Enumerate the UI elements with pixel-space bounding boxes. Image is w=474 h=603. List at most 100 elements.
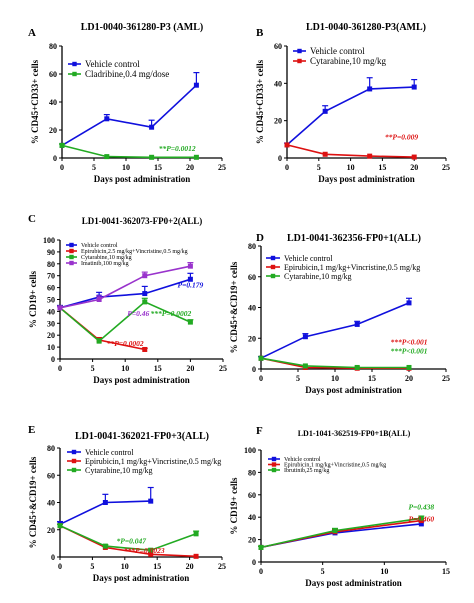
data-point bbox=[193, 553, 199, 559]
y-tick-label: 40 bbox=[47, 307, 55, 316]
legend-label: Vehicle control bbox=[85, 59, 140, 69]
panel-a: A LD1-0040-361280-P3 (AML) 0 20 40 60 80 0 5 10 15… bbox=[28, 22, 226, 184]
panel-letter: F bbox=[256, 425, 263, 437]
series-line bbox=[260, 357, 409, 369]
x-tick-label: 10 bbox=[380, 567, 388, 576]
legend-label: Vehicle control bbox=[81, 243, 118, 249]
panel-d: D LD1-0041-362356-FP0+1(ALL) 0 20 40 60 80 0 5 10… bbox=[229, 232, 450, 395]
y-tick-label: 60 bbox=[47, 284, 55, 293]
series-line bbox=[61, 84, 197, 147]
x-tick-label: 20 bbox=[186, 364, 194, 373]
y-tick-label: 0 bbox=[53, 154, 57, 163]
legend-swatch-marker bbox=[71, 458, 77, 464]
data-point bbox=[367, 153, 373, 159]
x-tick-label: 5 bbox=[296, 374, 300, 383]
data-point bbox=[406, 364, 412, 370]
data-point bbox=[411, 154, 417, 160]
x-tick-label: 15 bbox=[154, 364, 162, 373]
data-point bbox=[142, 346, 148, 352]
series-2 bbox=[258, 515, 425, 550]
x-tick-label: 15 bbox=[153, 562, 161, 571]
y-tick-label: 30 bbox=[47, 319, 55, 328]
y-tick-label: 20 bbox=[248, 536, 256, 545]
y-tick-label: 0 bbox=[252, 365, 256, 374]
y-tick-label: 80 bbox=[248, 468, 256, 477]
x-tick-label: 15 bbox=[154, 163, 162, 172]
data-point bbox=[187, 263, 193, 269]
y-axis-label: % CD45+CD33+ cells bbox=[255, 59, 265, 144]
series-0 bbox=[57, 486, 154, 527]
y-tick-label: 50 bbox=[47, 296, 55, 305]
p-value-annotation: ***P<0.001 bbox=[391, 337, 428, 346]
x-tick-label: 0 bbox=[58, 364, 62, 373]
x-axis-label: Days post administration bbox=[94, 174, 191, 184]
legend-label: Cytarabine,10 mg/kg bbox=[81, 255, 132, 261]
y-axis-label: % CD45+&CD19+ cells bbox=[28, 456, 38, 548]
legend-swatch-marker bbox=[270, 273, 276, 279]
x-tick-label: 10 bbox=[121, 562, 129, 571]
panel-letter: D bbox=[256, 232, 264, 244]
legend-swatch-marker bbox=[271, 462, 277, 467]
y-tick-label: 20 bbox=[47, 526, 55, 535]
y-tick-label: 90 bbox=[47, 248, 55, 257]
x-tick-label: 25 bbox=[218, 562, 226, 571]
data-point bbox=[302, 363, 308, 369]
x-tick-label: 5 bbox=[321, 567, 325, 576]
p-value-annotation: P=0.179 bbox=[178, 281, 204, 290]
y-tick-label: 20 bbox=[47, 331, 55, 340]
y-tick-label: 60 bbox=[248, 491, 256, 500]
y-axis-label: % CD19+ cells bbox=[28, 270, 38, 328]
data-point bbox=[187, 319, 193, 325]
data-point bbox=[59, 142, 65, 148]
y-tick-label: 70 bbox=[47, 272, 55, 281]
series-1 bbox=[258, 517, 425, 550]
legend-swatch-marker bbox=[297, 58, 302, 64]
data-point bbox=[187, 276, 193, 282]
y-tick-label: 0 bbox=[252, 558, 256, 567]
legend-label: Epirubicin,1 mg/kg+Vincristine,0.5 mg/kg bbox=[85, 457, 221, 466]
data-point bbox=[193, 154, 199, 160]
x-tick-label: 15 bbox=[368, 374, 376, 383]
series-1 bbox=[284, 142, 417, 160]
data-point bbox=[284, 142, 290, 148]
series-line bbox=[286, 86, 415, 146]
data-point bbox=[411, 84, 417, 90]
legend-label: Cytarabine,10 mg/kg bbox=[284, 272, 352, 281]
legend-swatch-marker bbox=[69, 254, 74, 260]
data-point bbox=[322, 151, 328, 157]
chart-title: LD1-0041-362021-FP0+3(ALL) bbox=[75, 431, 209, 442]
p-value-annotation: ***P=0.0002 bbox=[150, 309, 191, 318]
data-point bbox=[149, 124, 155, 130]
p-value-annotation: P=0.46 bbox=[127, 309, 149, 318]
series-2 bbox=[57, 523, 200, 553]
legend-swatch-marker bbox=[72, 71, 77, 77]
legend-swatch-marker bbox=[71, 449, 77, 455]
x-tick-label: 20 bbox=[410, 163, 418, 172]
p-value-annotation: **P=0.0012 bbox=[159, 144, 196, 153]
legend-label: Epirubicin,1 mg/kg+Vincristine,0.5 mg/kg bbox=[284, 263, 420, 272]
chart-title: LD1-0040-361280-P3(AML) bbox=[306, 22, 426, 33]
y-tick-label: 20 bbox=[248, 334, 256, 343]
y-tick-label: 80 bbox=[248, 242, 256, 251]
legend-label: Vehicle control bbox=[284, 457, 321, 463]
legend-swatch-marker bbox=[297, 48, 302, 54]
data-point bbox=[418, 515, 424, 521]
p-value-annotation: ***P<0.001 bbox=[391, 347, 428, 356]
series-3 bbox=[57, 262, 194, 311]
y-tick-label: 40 bbox=[274, 79, 282, 88]
x-tick-label: 25 bbox=[442, 163, 450, 172]
data-point bbox=[96, 338, 102, 344]
x-tick-label: 0 bbox=[259, 374, 263, 383]
x-tick-label: 0 bbox=[58, 562, 62, 571]
data-point bbox=[302, 334, 308, 340]
data-point bbox=[418, 521, 424, 527]
legend-label: Ibrutinib,25 mg/kg bbox=[284, 468, 329, 474]
data-point bbox=[148, 547, 154, 553]
data-point bbox=[354, 364, 360, 370]
data-point bbox=[142, 299, 148, 305]
data-point bbox=[193, 531, 199, 537]
data-point bbox=[57, 523, 63, 529]
